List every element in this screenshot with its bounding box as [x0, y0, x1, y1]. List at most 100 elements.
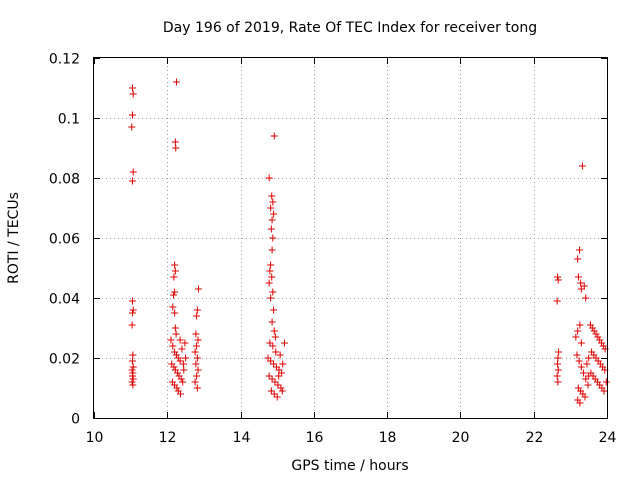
- data-point: [129, 90, 137, 98]
- data-point: [128, 372, 136, 380]
- data-point: [268, 216, 276, 224]
- data-point: [594, 333, 602, 341]
- data-point: [577, 285, 585, 293]
- data-point: [128, 321, 136, 329]
- data-point: [191, 378, 199, 386]
- data-point: [554, 366, 562, 374]
- data-point: [169, 303, 177, 311]
- tick-layer: 10 12 14 16 18 20 22 24 0 0.02 0.04 0.06 0.08 0.1 0.12: [49, 52, 617, 447]
- y-tick-label: 0.06: [49, 232, 80, 248]
- data-point: [170, 291, 178, 299]
- data-point: [267, 204, 275, 212]
- data-point: [572, 333, 580, 341]
- data-point: [172, 351, 180, 359]
- data-point: [193, 306, 201, 314]
- data-point: [585, 372, 593, 380]
- data-point: [129, 306, 137, 314]
- data-point: [270, 390, 278, 398]
- data-point: [172, 78, 180, 86]
- data-point: [129, 363, 137, 371]
- data-point: [194, 285, 202, 293]
- data-point: [170, 363, 178, 371]
- data-point: [192, 360, 200, 368]
- data-point: [128, 297, 136, 305]
- data-point: [270, 360, 278, 368]
- data-point: [172, 144, 180, 152]
- data-point: [171, 288, 179, 296]
- data-point: [129, 375, 137, 383]
- data-point: [171, 267, 179, 275]
- data-point: [171, 324, 179, 332]
- data-point: [270, 327, 278, 335]
- data-point: [576, 246, 584, 254]
- data-point: [580, 369, 588, 377]
- data-point: [177, 375, 185, 383]
- plot-frame: [93, 57, 608, 419]
- data-point: [578, 162, 586, 170]
- data-point: [171, 309, 179, 317]
- data-point: [270, 132, 278, 140]
- data-point: [279, 360, 287, 368]
- data-point: [269, 288, 277, 296]
- x-tick-label: 10: [86, 430, 104, 446]
- data-point: [584, 381, 592, 389]
- data-point: [176, 357, 184, 365]
- data-point: [580, 282, 588, 290]
- data-point: [270, 210, 278, 218]
- data-point: [174, 369, 182, 377]
- data-point: [600, 387, 608, 395]
- data-point: [555, 348, 563, 356]
- data-point: [128, 309, 136, 317]
- data-point: [171, 261, 179, 269]
- grid-layer: [94, 58, 607, 418]
- data-point: [171, 138, 179, 146]
- data-point: [128, 177, 136, 185]
- data-point: [582, 375, 590, 383]
- data-point: [268, 192, 276, 200]
- y-tick-label: 0.04: [49, 292, 80, 308]
- data-point: [574, 327, 582, 335]
- x-tick-label: 24: [599, 430, 617, 446]
- data-point: [268, 318, 276, 326]
- data-point: [553, 297, 561, 305]
- data-point: [573, 351, 581, 359]
- x-tick-label: 22: [526, 430, 544, 446]
- data-point: [273, 393, 281, 401]
- data-point: [191, 348, 199, 356]
- data-point: [172, 330, 180, 338]
- data-point: [180, 366, 188, 374]
- data-point: [129, 381, 137, 389]
- data-point: [587, 321, 595, 329]
- chart-title: Day 196 of 2019, Rate Of TEC Index for r…: [163, 20, 537, 36]
- data-point: [268, 273, 276, 281]
- data-point: [192, 330, 200, 338]
- data-point: [278, 387, 286, 395]
- data-point: [267, 261, 275, 269]
- data-point: [554, 354, 562, 362]
- data-point: [585, 354, 593, 362]
- data-point: [193, 312, 201, 320]
- data-point: [553, 372, 561, 380]
- data-point: [598, 339, 606, 347]
- data-point: [554, 276, 562, 284]
- x-tick-label: 12: [159, 430, 177, 446]
- data-point: [269, 342, 277, 350]
- data-point: [169, 342, 177, 350]
- data-point: [575, 357, 583, 365]
- data-point: [181, 339, 189, 347]
- data-point: [269, 234, 277, 242]
- data-point: [176, 390, 184, 398]
- data-point: [129, 168, 137, 176]
- data-point: [554, 273, 562, 281]
- data-point: [270, 306, 278, 314]
- data-point: [193, 354, 201, 362]
- data-point: [171, 348, 179, 356]
- data-point: [281, 339, 289, 347]
- data-point: [193, 384, 201, 392]
- data-point: [576, 399, 584, 407]
- data-point: [193, 372, 201, 380]
- data-point: [128, 378, 136, 386]
- data-point: [577, 339, 585, 347]
- data-point: [167, 336, 175, 344]
- data-point: [129, 351, 137, 359]
